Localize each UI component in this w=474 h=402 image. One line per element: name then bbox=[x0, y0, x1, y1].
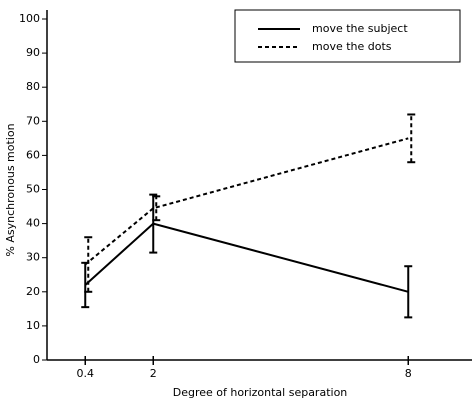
error-bar bbox=[404, 265, 413, 319]
y-tick-label: 10 bbox=[26, 319, 40, 332]
series-line bbox=[84, 137, 409, 266]
error-bar bbox=[84, 236, 93, 293]
legend-label: move the dots bbox=[312, 40, 392, 53]
y-tick-label: 40 bbox=[26, 217, 40, 230]
legend-box bbox=[234, 9, 461, 63]
legend-label: move the subject bbox=[312, 22, 408, 35]
error-bar bbox=[152, 195, 161, 222]
y-tick-label: 0 bbox=[33, 353, 40, 366]
y-axis-label: % Asynchronous motion bbox=[4, 123, 17, 256]
x-axis-label: Degree of horizontal separation bbox=[173, 386, 348, 399]
series-line bbox=[84, 222, 409, 293]
y-tick-label: 100 bbox=[19, 12, 40, 25]
y-tick-label: 20 bbox=[26, 285, 40, 298]
error-bar bbox=[407, 113, 416, 164]
y-tick-label: 60 bbox=[26, 148, 40, 161]
x-tick-label: 8 bbox=[405, 367, 412, 380]
x-tick-label: 2 bbox=[150, 367, 157, 380]
y-tick-label: 90 bbox=[26, 46, 40, 59]
y-tick-label: 80 bbox=[26, 80, 40, 93]
error-bar bbox=[149, 193, 158, 254]
y-tick-label: 30 bbox=[26, 251, 40, 264]
x-tick-label: 0.4 bbox=[77, 367, 95, 380]
y-tick-label: 50 bbox=[26, 183, 40, 196]
y-tick-label: 70 bbox=[26, 114, 40, 127]
